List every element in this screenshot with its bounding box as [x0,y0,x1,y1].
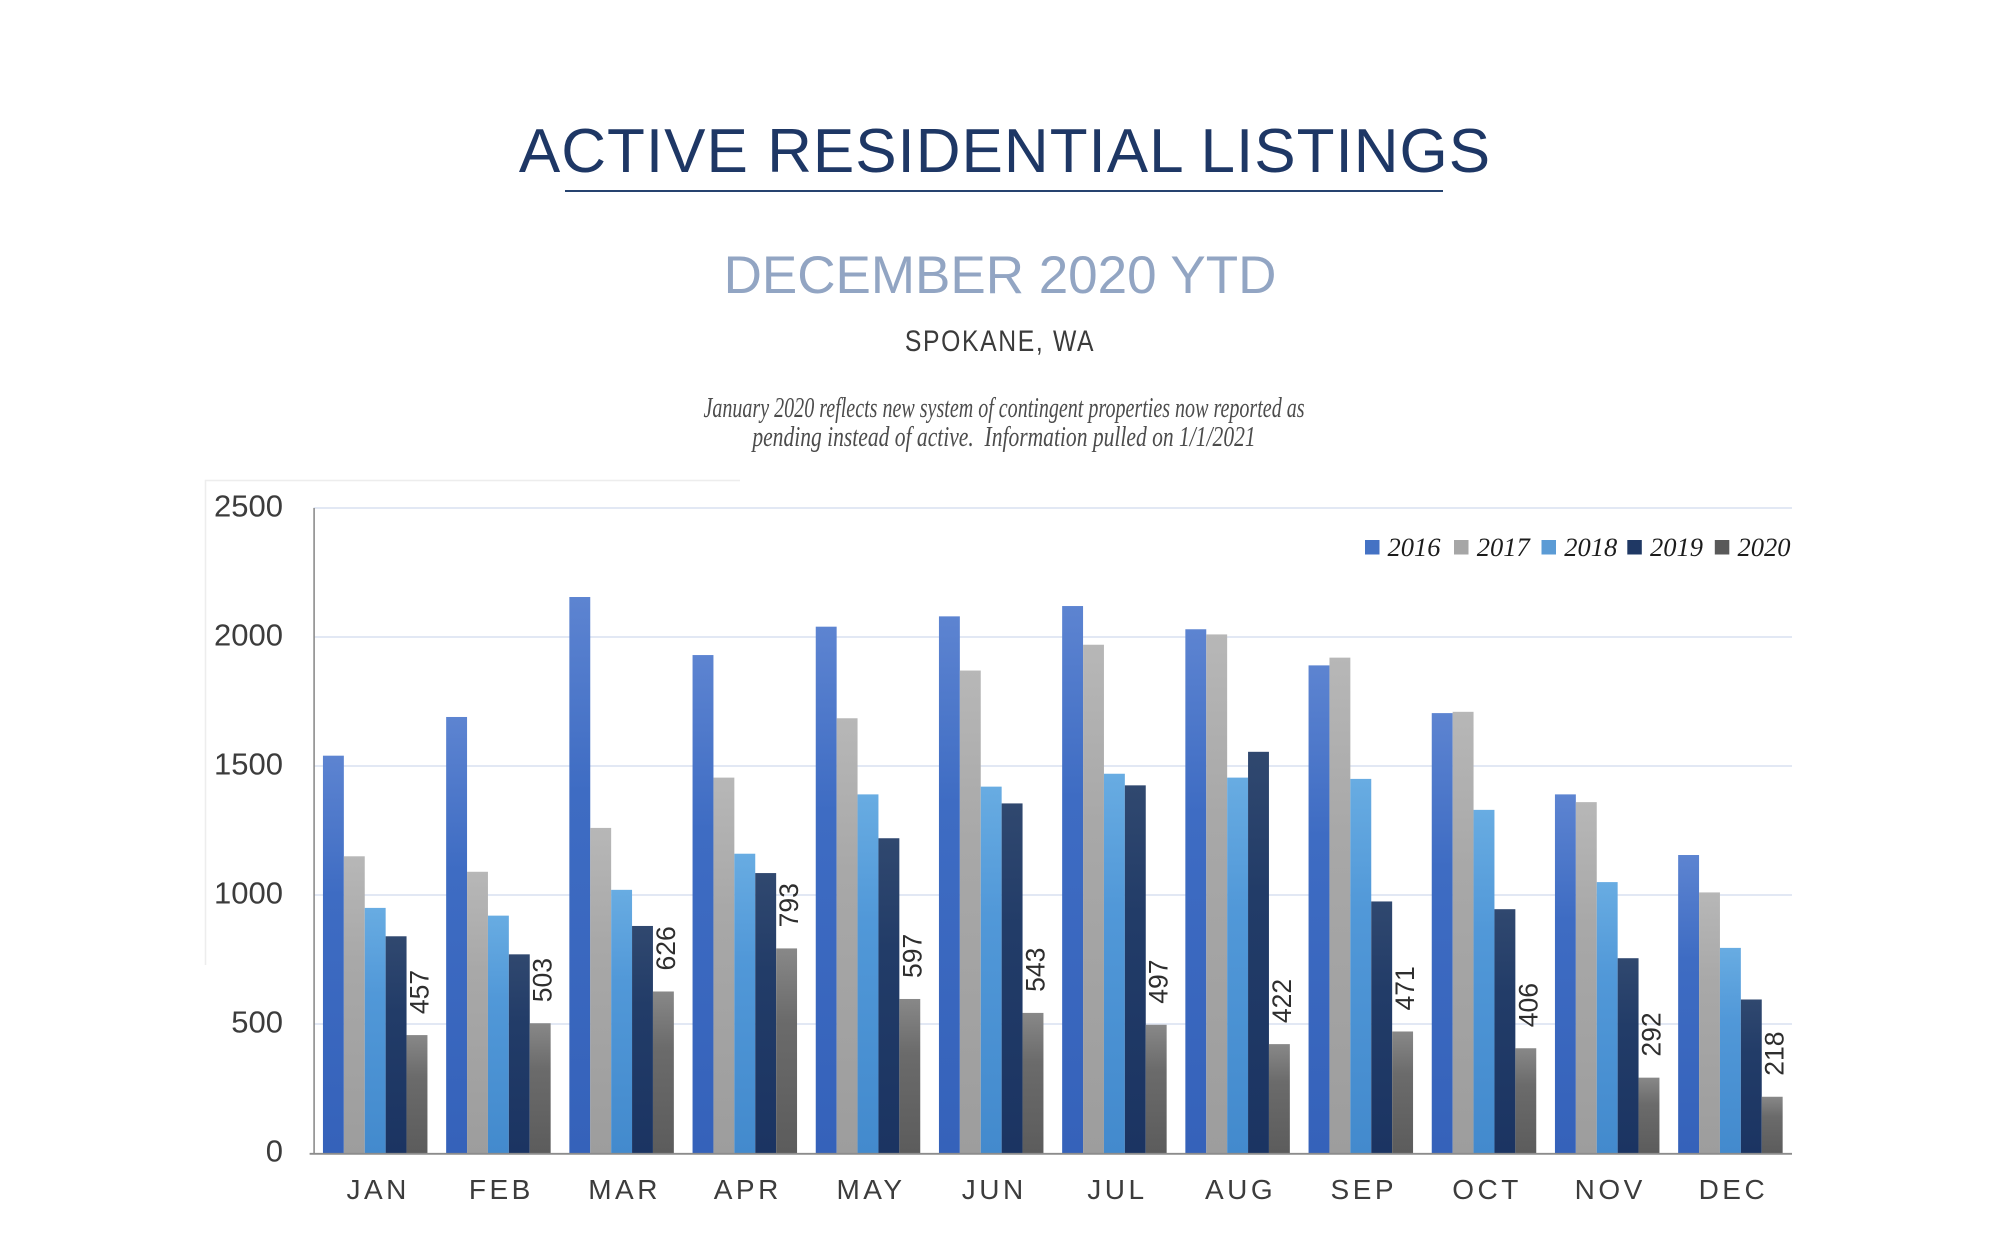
svg-text:NOV: NOV [1575,1174,1646,1205]
svg-text:JUN: JUN [962,1174,1027,1205]
svg-text:JAN: JAN [346,1174,409,1205]
svg-text:626: 626 [651,926,681,970]
svg-text:218: 218 [1760,1032,1790,1076]
svg-text:MAY: MAY [836,1174,905,1205]
svg-text:457: 457 [405,970,435,1014]
svg-text:1500: 1500 [214,747,283,782]
svg-text:DEC: DEC [1699,1174,1769,1205]
svg-text:406: 406 [1513,983,1543,1027]
svg-text:1000: 1000 [214,876,283,911]
svg-text:503: 503 [528,958,558,1002]
svg-text:2016: 2016 [1388,532,1442,562]
svg-text:JUL: JUL [1087,1174,1147,1205]
svg-text:2019: 2019 [1650,532,1703,562]
svg-text:422: 422 [1267,979,1297,1023]
svg-text:OCT: OCT [1452,1174,1522,1205]
svg-text:MAR: MAR [588,1174,661,1205]
svg-text:471: 471 [1390,966,1420,1010]
svg-text:FEB: FEB [469,1174,534,1205]
svg-text:AUG: AUG [1205,1174,1276,1205]
svg-text:0: 0 [266,1134,283,1169]
svg-text:292: 292 [1637,1012,1667,1056]
svg-text:APR: APR [714,1174,782,1205]
svg-text:2018: 2018 [1564,532,1617,562]
svg-text:SEP: SEP [1331,1174,1398,1205]
svg-text:2500: 2500 [214,489,283,524]
svg-text:597: 597 [897,934,927,978]
svg-text:543: 543 [1021,948,1051,992]
svg-text:500: 500 [231,1005,283,1040]
svg-text:2017: 2017 [1477,532,1532,562]
svg-text:2020: 2020 [1738,532,1791,562]
svg-text:793: 793 [774,883,804,927]
svg-text:2000: 2000 [214,618,283,653]
svg-text:497: 497 [1144,960,1174,1004]
